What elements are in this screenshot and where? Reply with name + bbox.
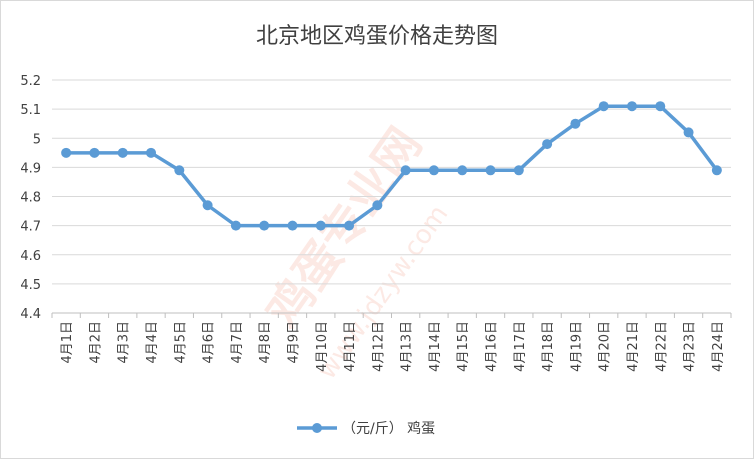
x-tick-label: 4月20日 — [598, 321, 613, 372]
data-point — [655, 101, 666, 112]
x-tick-label: 4月11日 — [343, 321, 358, 372]
data-point — [485, 165, 496, 176]
data-point — [400, 165, 411, 176]
legend: （元/斤） 鸡蛋 — [297, 420, 435, 437]
x-tick-label: 4月22日 — [654, 321, 669, 372]
x-tick-label: 4月7日 — [230, 321, 245, 364]
data-point — [259, 220, 270, 231]
x-tick-label: 4月1日 — [60, 321, 75, 364]
y-tick-label: 4.8 — [20, 191, 41, 206]
x-axis: 4月1日 4月2日 4月3日 4月4日 4月5日 4月6日 4月7日 4月8日 4月9日 4月10… — [51, 312, 732, 372]
series-line — [61, 101, 722, 231]
data-point — [570, 118, 581, 129]
data-point — [626, 101, 637, 112]
data-point — [89, 147, 100, 158]
y-tick-label: 4.7 — [20, 220, 41, 235]
y-tick-label: 4.5 — [20, 278, 41, 293]
data-point — [146, 147, 157, 158]
gridlines — [52, 79, 731, 314]
y-tick-label: 5.2 — [20, 74, 41, 89]
data-point — [428, 165, 439, 176]
legend-label: （元/斤） 鸡蛋 — [342, 420, 435, 437]
data-point — [344, 220, 355, 231]
x-tick-label: 4月21日 — [626, 321, 641, 372]
x-tick-label: 4月5日 — [173, 321, 188, 364]
data-point — [372, 200, 383, 211]
x-tick-label: 4月3日 — [117, 321, 132, 364]
x-tick-label: 4月23日 — [683, 321, 698, 372]
x-tick-label: 4月18日 — [541, 321, 556, 372]
data-point — [230, 220, 241, 231]
data-point — [315, 220, 326, 231]
x-tick-label: 4月10日 — [315, 321, 330, 372]
x-tick-label: 4月13日 — [400, 321, 415, 372]
y-tick-label: 4.9 — [20, 161, 41, 176]
data-point — [61, 147, 72, 158]
x-tick-label: 4月8日 — [258, 321, 273, 364]
y-tick-label: 5.1 — [20, 103, 41, 118]
x-tick-label: 4月6日 — [202, 321, 217, 364]
x-tick-label: 4月12日 — [371, 321, 386, 372]
data-point — [683, 127, 694, 138]
x-tick-label: 4月4日 — [145, 321, 160, 364]
y-tick-label: 5 — [33, 132, 41, 147]
data-point — [174, 165, 185, 176]
data-point — [513, 165, 524, 176]
x-tick-label: 4月24日 — [711, 321, 726, 372]
x-tick-label: 4月9日 — [286, 321, 301, 364]
x-tick-label: 4月16日 — [485, 321, 500, 372]
data-point — [287, 220, 298, 231]
data-point — [117, 147, 128, 158]
chart-title: 北京地区鸡蛋价格走势图 — [256, 24, 498, 49]
x-tick-label: 4月14日 — [428, 321, 443, 372]
y-tick-label: 4.4 — [20, 307, 41, 322]
y-axis: 4.4 4.5 4.6 4.7 4.8 4.9 5 5.1 5.2 — [20, 74, 41, 322]
x-tick-label: 4月15日 — [456, 321, 471, 372]
legend-marker-swatch — [312, 423, 322, 433]
data-point — [457, 165, 468, 176]
data-point — [598, 101, 609, 112]
x-tick-label: 4月19日 — [569, 321, 584, 372]
data-point — [711, 165, 722, 176]
watermark-main: 鸡蛋专业网 — [256, 118, 432, 337]
data-point — [202, 200, 213, 211]
x-tick-label: 4月17日 — [513, 321, 528, 372]
y-tick-label: 4.6 — [20, 249, 41, 264]
x-tick-label: 4月2日 — [88, 321, 103, 364]
data-point — [542, 139, 553, 150]
